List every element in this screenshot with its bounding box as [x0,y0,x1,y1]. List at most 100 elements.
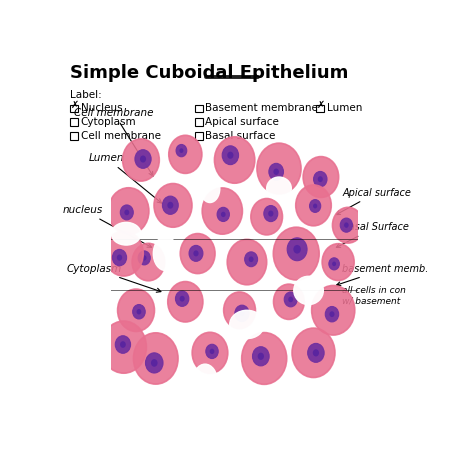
Circle shape [269,163,283,180]
Text: Basement membrane: Basement membrane [205,103,319,113]
Circle shape [325,306,338,322]
Circle shape [344,222,349,228]
Text: Cytoplasm: Cytoplasm [81,117,136,127]
Circle shape [167,202,173,209]
Bar [70,118,78,126]
Circle shape [235,305,249,322]
Circle shape [273,227,319,280]
Text: Basal surface: Basal surface [205,131,276,141]
Circle shape [169,135,202,173]
Circle shape [249,256,254,262]
Circle shape [313,349,319,356]
Circle shape [242,333,287,384]
Circle shape [284,292,297,307]
Ellipse shape [230,310,264,338]
Circle shape [273,169,279,175]
Circle shape [221,212,226,217]
Bar [195,104,202,112]
Circle shape [137,309,141,315]
Circle shape [314,171,327,187]
Circle shape [322,244,354,280]
Circle shape [142,255,146,261]
Text: Lumen: Lumen [89,153,162,203]
Text: ✗: ✗ [71,100,79,110]
Circle shape [120,205,133,220]
Text: ✗: ✗ [317,100,325,110]
Circle shape [117,254,122,261]
Circle shape [332,261,336,266]
Ellipse shape [200,174,220,202]
Bar [195,132,202,140]
Circle shape [292,328,335,378]
Text: Cytoplasm: Cytoplasm [66,264,161,292]
Circle shape [293,245,301,254]
Text: Cell membrane: Cell membrane [81,131,161,141]
Bar [70,132,78,140]
Circle shape [296,185,331,226]
Circle shape [151,359,157,367]
Circle shape [217,207,229,221]
Text: Lumen: Lumen [327,103,362,113]
Circle shape [189,245,203,261]
Circle shape [206,344,218,359]
Circle shape [287,238,307,261]
Ellipse shape [153,237,178,270]
Circle shape [123,139,159,181]
Circle shape [112,249,127,266]
Circle shape [180,296,185,302]
Circle shape [251,198,283,235]
Circle shape [120,341,126,348]
Text: Cell membrane: Cell membrane [74,108,154,176]
Circle shape [303,157,338,198]
Circle shape [134,333,178,384]
Text: Nucleus: Nucleus [81,103,122,113]
Ellipse shape [267,177,292,200]
Circle shape [227,239,267,285]
Circle shape [163,196,178,214]
Circle shape [264,206,278,221]
Circle shape [258,353,264,360]
Circle shape [115,336,130,353]
Circle shape [146,353,163,373]
Text: Apical surface: Apical surface [205,117,279,127]
Circle shape [168,282,203,322]
Bar [316,104,324,112]
Circle shape [312,285,355,335]
Circle shape [288,297,293,302]
Circle shape [193,250,199,256]
Circle shape [310,199,321,212]
Circle shape [179,148,183,153]
Circle shape [245,252,257,267]
Text: basement memb.: basement memb. [337,264,428,286]
Bar [70,104,78,112]
Circle shape [180,234,215,274]
Circle shape [138,251,150,265]
Circle shape [101,321,146,373]
Circle shape [257,143,301,194]
Circle shape [154,184,192,227]
Circle shape [132,243,164,281]
Circle shape [104,231,143,276]
Circle shape [329,258,339,270]
Text: Simple Cuboidal Epithelium: Simple Cuboidal Epithelium [70,64,349,82]
Circle shape [332,207,364,243]
Circle shape [239,310,245,316]
Circle shape [124,210,129,215]
Circle shape [176,144,187,157]
Circle shape [227,152,234,159]
Ellipse shape [193,364,218,398]
Circle shape [273,284,304,320]
Circle shape [318,176,323,182]
Circle shape [224,292,255,328]
Circle shape [253,346,269,366]
Circle shape [222,146,238,165]
Circle shape [140,155,146,162]
Circle shape [202,188,242,234]
Circle shape [268,211,273,216]
Circle shape [133,305,145,319]
Circle shape [313,203,317,208]
Circle shape [135,150,151,168]
Text: Apical surface: Apical surface [337,188,411,215]
Text: all cells in con
w/ basement: all cells in con w/ basement [342,286,406,306]
Circle shape [109,188,149,234]
